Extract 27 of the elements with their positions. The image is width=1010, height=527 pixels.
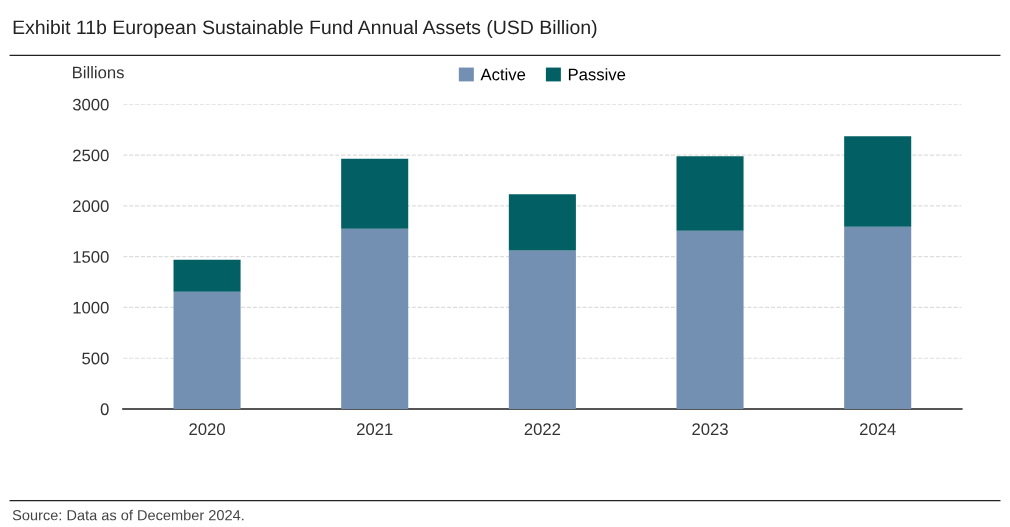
y-tick-label: 0: [100, 403, 109, 416]
legend-label: Passive: [568, 68, 626, 81]
source-note: Source: Data as of December 2024.: [12, 509, 244, 521]
bar: [844, 136, 912, 227]
x-tick-label: 2024: [859, 423, 896, 436]
bar: [341, 158, 409, 229]
bar: [676, 230, 744, 409]
x-tick-label: 2022: [524, 423, 561, 436]
chart-title: Exhibit 11b European Sustainable Fund Annual Assets (USD Billion): [13, 19, 597, 39]
y-tick-label: 1000: [73, 301, 109, 314]
legend-label: Active: [480, 68, 526, 81]
y-tick-label: 1500: [73, 251, 109, 263]
x-tick-label: 2020: [189, 423, 225, 436]
bar: [341, 228, 409, 409]
bar: [173, 259, 241, 292]
y-tick-label: 500: [82, 352, 109, 365]
bar: [173, 291, 241, 409]
bar: [676, 156, 744, 231]
y-tick-label: 3000: [72, 98, 109, 111]
bar: [844, 226, 912, 409]
y-tick-label: 2000: [73, 200, 109, 213]
x-tick-label: 2023: [692, 423, 728, 436]
bar: [508, 250, 576, 409]
x-tick-label: 2021: [357, 423, 393, 436]
bar: [508, 194, 576, 251]
y-axis-title: Billions: [73, 66, 124, 79]
y-tick-label: 2500: [73, 149, 109, 162]
